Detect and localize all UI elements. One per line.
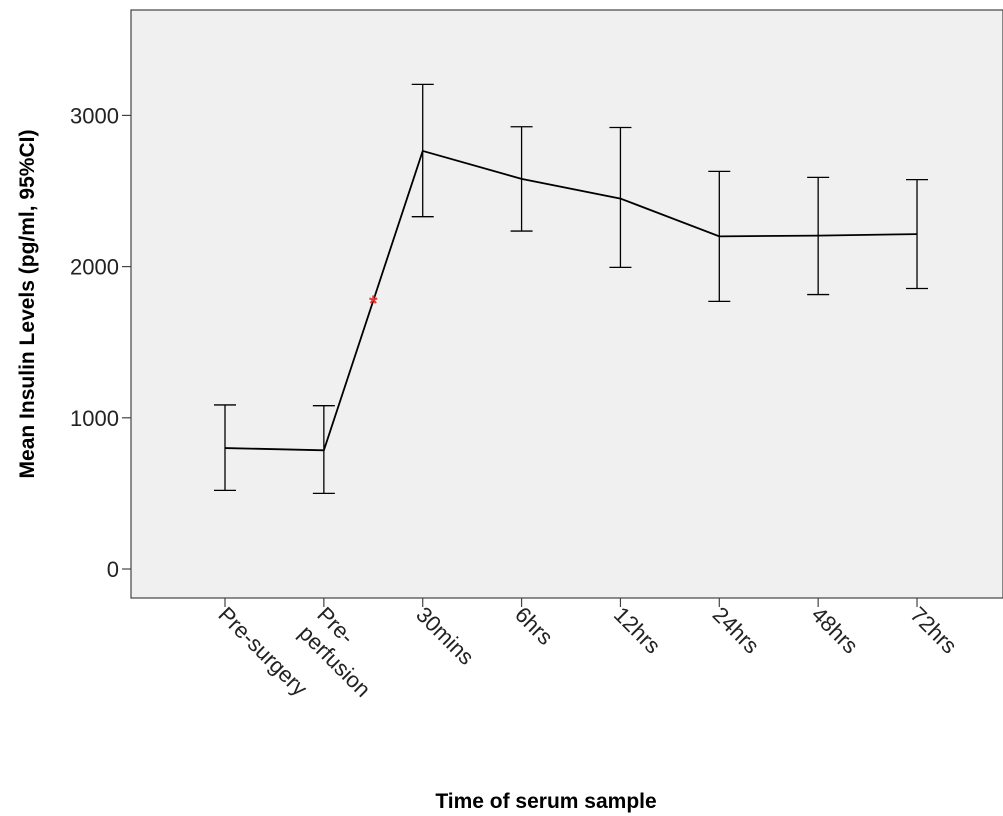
x-tick-label: Pre-surgery (213, 602, 312, 701)
y-tick-label: 3000 (70, 103, 119, 128)
series-line (224, 149, 918, 452)
x-tick-label: 72hrs (905, 602, 962, 659)
y-tick-label: 2000 (70, 255, 119, 280)
x-axis-title: Time of serum sample (435, 790, 656, 813)
error-bar (214, 404, 236, 492)
y-axis-title: Mean Insulin Levels (pg/ml, 95%CI) (16, 130, 39, 479)
x-tick-label: 48hrs (807, 602, 864, 659)
annotations: * (369, 291, 378, 316)
x-tick-label: 6hrs (510, 602, 558, 650)
plot-area (130, 9, 1003, 599)
x-tick-label: Pre-perfusion (294, 602, 394, 702)
y-tick-label: 0 (107, 557, 119, 582)
x-tick-label: 12hrs (609, 602, 666, 659)
significance-asterisk: * (369, 291, 378, 316)
x-tick-label: 24hrs (708, 602, 765, 659)
y-tick-label: 1000 (70, 406, 119, 431)
y-axis: 0 1000 2000 3000 (70, 103, 131, 582)
error-bar (609, 126, 632, 269)
x-tick-label: 30mins (411, 602, 479, 670)
x-axis: Pre-surgery Pre-perfusion 30mins 6hrs 12hrs 2… (213, 598, 962, 702)
series-line-group (224, 149, 918, 452)
